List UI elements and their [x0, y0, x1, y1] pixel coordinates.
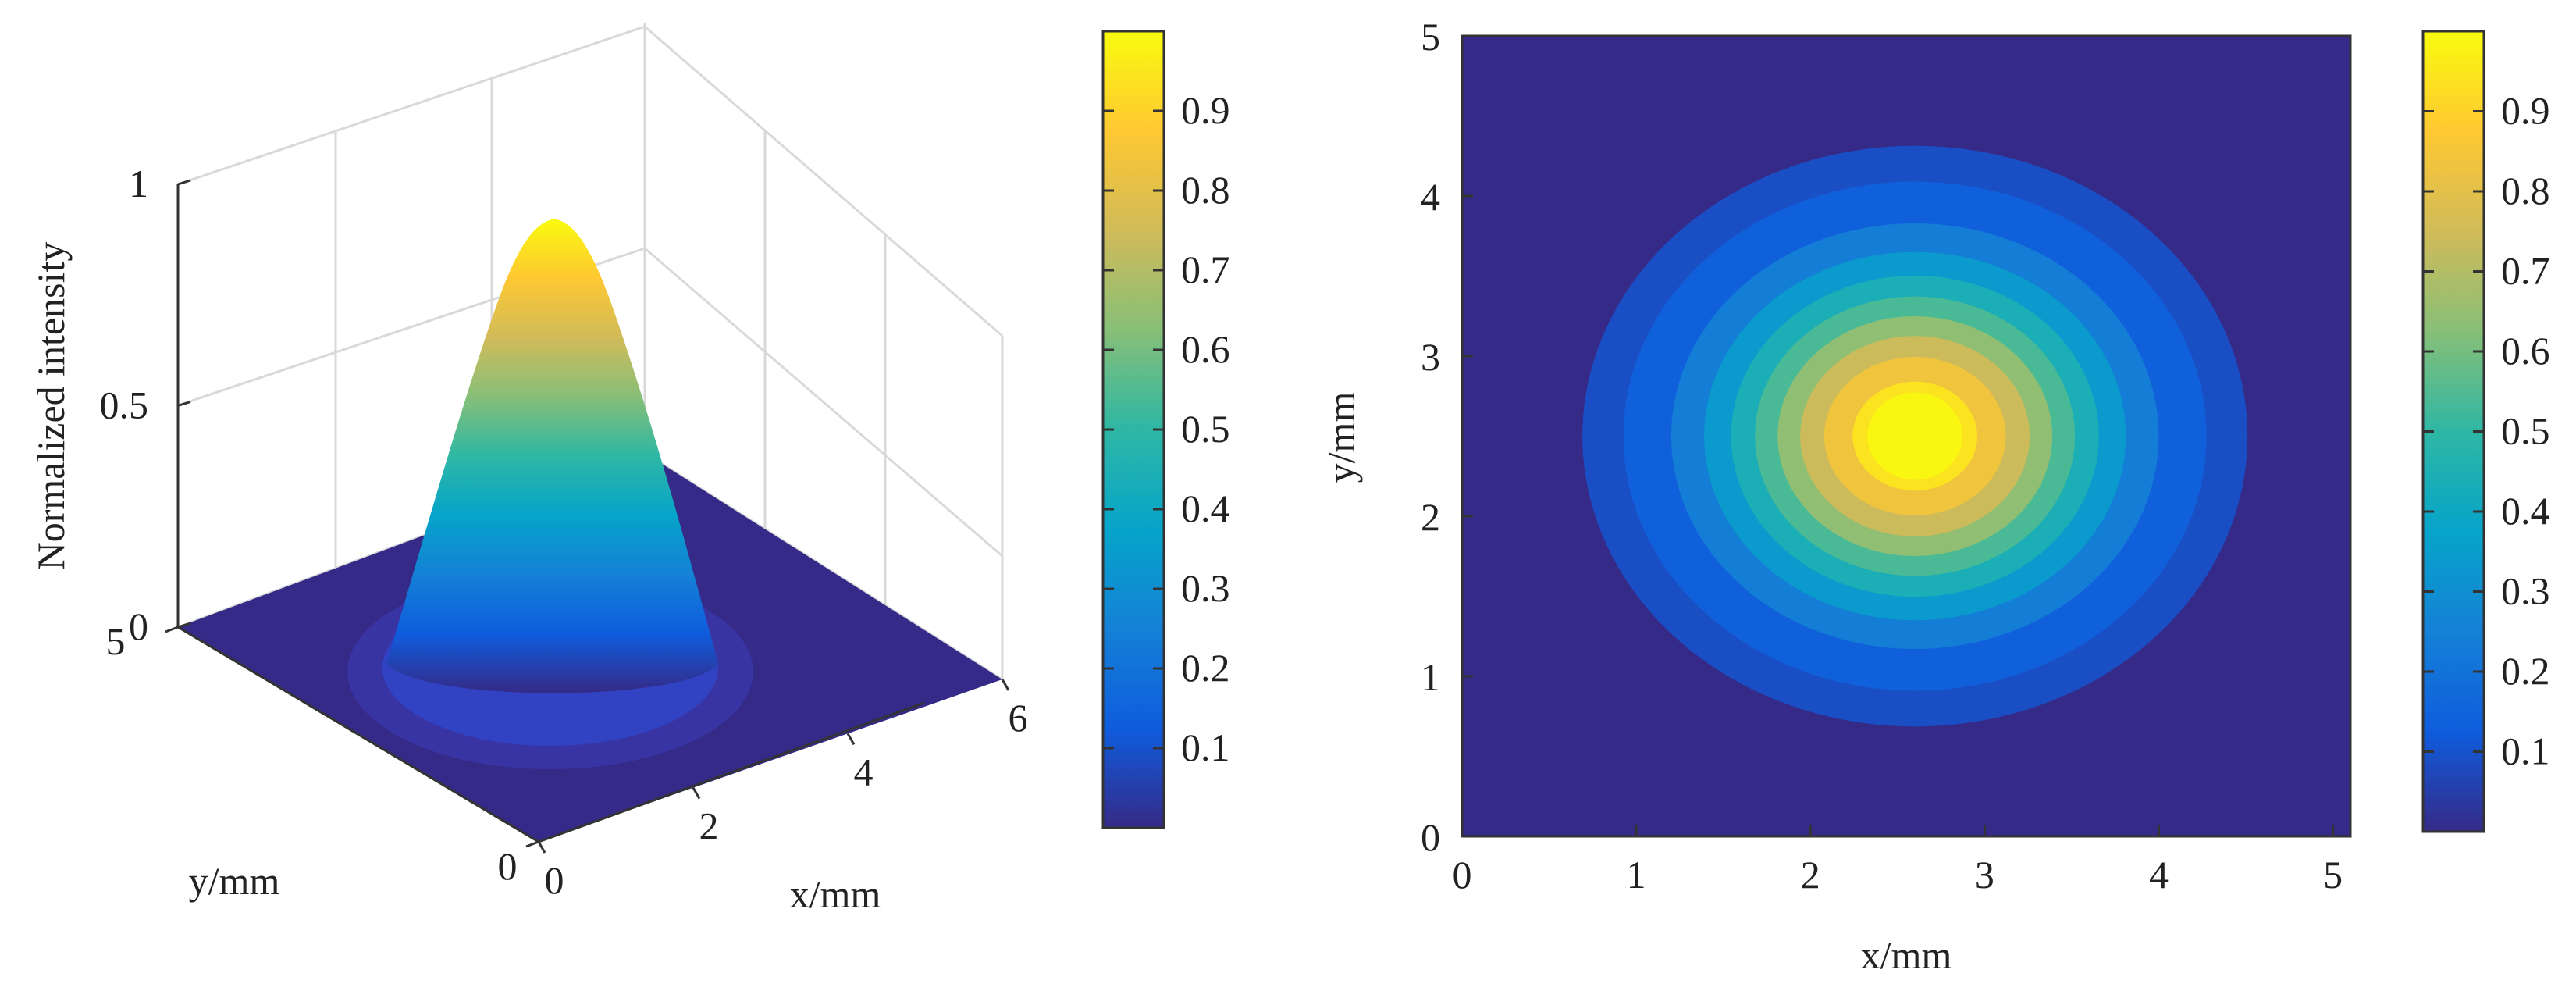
heatmap-peak	[1867, 392, 1963, 480]
x3d-tick-mark	[537, 841, 546, 854]
colorbar-tick-label: 0.7	[1181, 248, 1230, 291]
y3d-tick-label: 0	[498, 844, 518, 888]
heatmap-y-tick-label: 2	[1421, 495, 1440, 539]
colorbar-tick-label: 0.5	[1181, 407, 1230, 451]
heatmap-rings	[1582, 145, 2248, 727]
x3d-tick-label: 6	[1009, 696, 1028, 740]
y3d-tick-mark	[165, 626, 179, 633]
heatmap-y-tick-label: 1	[1421, 655, 1440, 699]
x3d-tick-label: 2	[699, 804, 719, 848]
heatmap-plot: 0 1 2 3 4 5 0 1 2 3 4 5 x/mm y/mm	[1319, 15, 2352, 977]
heatmap-y-tick-label: 5	[1421, 15, 1440, 59]
x-axis-label-3d: x/mm	[790, 872, 881, 916]
colorbar-tick-label: 0.2	[1181, 646, 1230, 690]
heatmap-y-tick-label: 4	[1421, 175, 1440, 219]
colorbar-tick-label: 0.6	[1181, 327, 1230, 371]
y3d-tick-mark	[525, 840, 539, 848]
x3d-tick-mark	[1001, 679, 1010, 691]
surface-plot: 00.51 Normalized intensity 05 y/mm 0246 …	[29, 23, 1028, 916]
heatmap-x-tick-label: 2	[1801, 853, 1820, 897]
heatmap-x-tick-label: 5	[2323, 853, 2343, 897]
colorbar-right-ticks: 0.1 0.2 0.3 0.4 0.5 0.6 0.7 0.8 0.9	[2423, 89, 2550, 773]
colorbar-tick-label: 0.3	[2501, 569, 2550, 613]
colorbar-tick-label: 0.4	[1181, 487, 1230, 530]
z-axis-label: Normalized intensity	[29, 242, 73, 571]
colorbar-tick-label: 0.9	[2501, 89, 2550, 133]
surface-peak	[386, 219, 718, 693]
x3d-tick-label: 0	[545, 858, 564, 902]
z-tick-label: 1	[129, 162, 148, 205]
x3d-tick-mark	[846, 733, 856, 746]
heatmap-x-tick-label: 4	[2149, 853, 2169, 897]
heatmap-y-tick-label: 0	[1421, 815, 1440, 859]
colorbar-tick-label: 0.1	[2501, 729, 2550, 773]
colorbar-tick-label: 0.1	[1181, 725, 1230, 769]
colorbar-tick-label: 0.6	[2501, 329, 2550, 373]
z-tick-label: 0.5	[100, 383, 149, 427]
colorbar-tick-label: 0.8	[2501, 169, 2550, 212]
z-tick-mark	[177, 401, 191, 407]
colorbar-left-ticks: 0.1 0.2 0.3 0.4 0.5 0.6 0.7 0.8 0.9	[1103, 88, 1230, 769]
heatmap-x-ticks: 0 1 2 3 4 5	[1453, 825, 2343, 897]
y-axis-label-3d: y/mm	[189, 859, 280, 903]
colorbar-tick-label: 0.9	[1181, 88, 1230, 132]
heatmap-x-axis-label: x/mm	[1861, 933, 1952, 977]
colorbar-tick-label: 0.3	[1181, 566, 1230, 610]
colorbar-tick-label: 0.7	[2501, 249, 2550, 293]
colorbar-left: 0.1 0.2 0.3 0.4 0.5 0.6 0.7 0.8 0.9	[1101, 30, 1230, 829]
z-tick-mark	[177, 179, 191, 186]
x3d-tick-label: 4	[854, 750, 873, 793]
colorbar-tick-label: 0.8	[1181, 168, 1230, 212]
colorbar-tick-label: 0.2	[2501, 649, 2550, 693]
heatmap-x-tick-label: 1	[1627, 853, 1646, 897]
heatmap-y-ticks: 0 1 2 3 4 5	[1421, 15, 1473, 859]
heatmap-y-tick-label: 3	[1421, 335, 1440, 379]
y3d-tick-label: 5	[106, 619, 126, 663]
heatmap-x-tick-label: 3	[1975, 853, 1994, 897]
y-ticks-3d: 05	[106, 619, 539, 888]
heatmap-x-tick-label: 0	[1453, 853, 1472, 897]
x3d-tick-mark	[692, 786, 701, 800]
colorbar-tick-label: 0.4	[2501, 489, 2550, 533]
z-tick-label: 0	[129, 604, 148, 648]
colorbar-tick-label: 0.5	[2501, 409, 2550, 453]
heatmap-frame	[1461, 34, 2352, 838]
z-tick-mark	[177, 622, 191, 629]
heatmap-y-axis-label: y/mm	[1319, 392, 1363, 483]
z-ticks: 00.51	[100, 162, 191, 648]
x-ticks-3d: 0 2 4 6	[537, 679, 1028, 902]
colorbar-right: 0.1 0.2 0.3 0.4 0.5 0.6 0.7 0.8 0.9	[2421, 30, 2550, 833]
